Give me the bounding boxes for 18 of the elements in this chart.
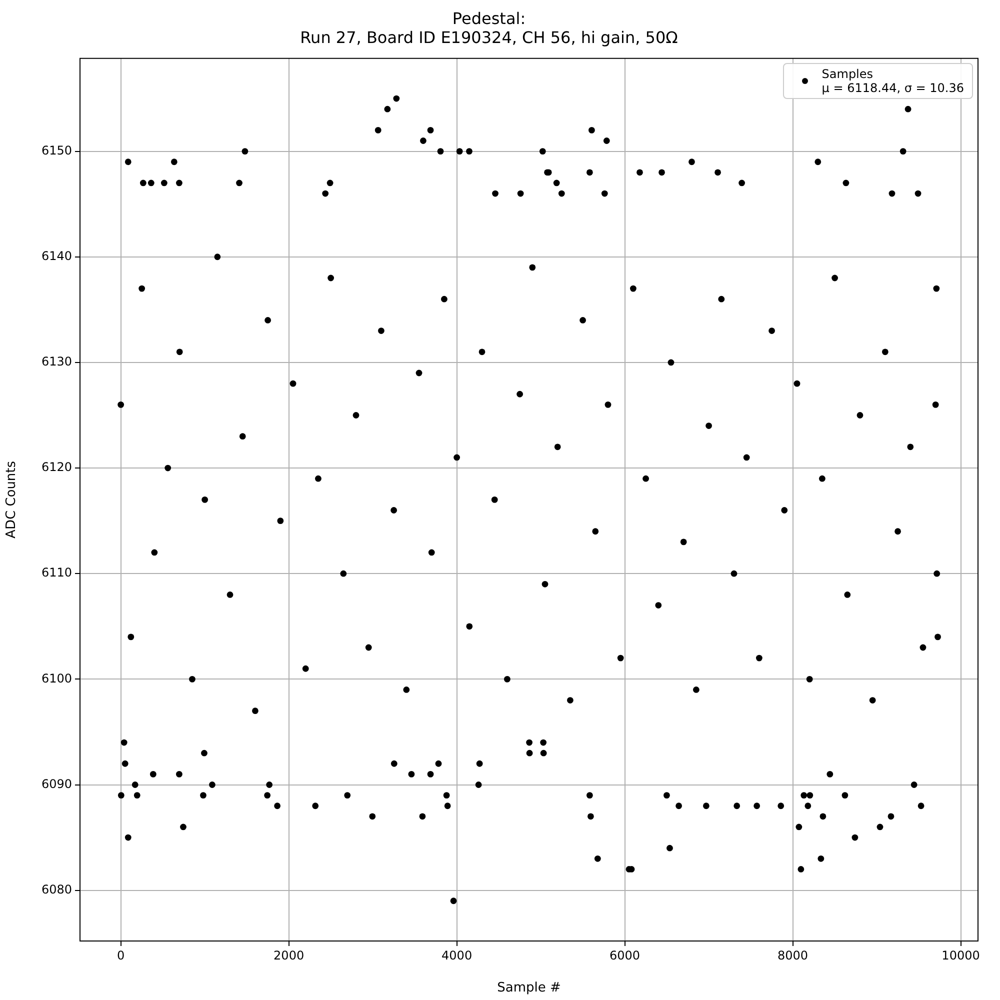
y-tick-label: 6080 [41,882,72,896]
y-tick-label: 6110 [41,566,72,580]
y-tick-label: 6090 [41,776,72,791]
x-tick-label: 8000 [778,948,808,962]
y-axis-title: ADC Counts [4,460,20,538]
x-tick-label: 2000 [274,948,304,962]
y-tick-label: 6120 [41,460,72,474]
x-tick-label: 6000 [610,948,640,962]
legend-label: Samples μ = 6118.44, σ = 10.36 [822,67,964,96]
x-tick-label: 4000 [442,948,472,962]
y-tick-label: 6100 [41,671,72,686]
chart-title: Pedestal: Run 27, Board ID E190324, CH 56, hi gain, 50Ω [300,8,678,47]
x-axis-title: Sample # [497,980,561,996]
x-tick-label: 0 [117,948,125,962]
y-tick-label: 6150 [41,143,72,158]
y-tick-label: 6130 [41,354,72,369]
x-tick-label: 10000 [942,948,980,962]
y-tick-label: 6140 [41,249,72,264]
